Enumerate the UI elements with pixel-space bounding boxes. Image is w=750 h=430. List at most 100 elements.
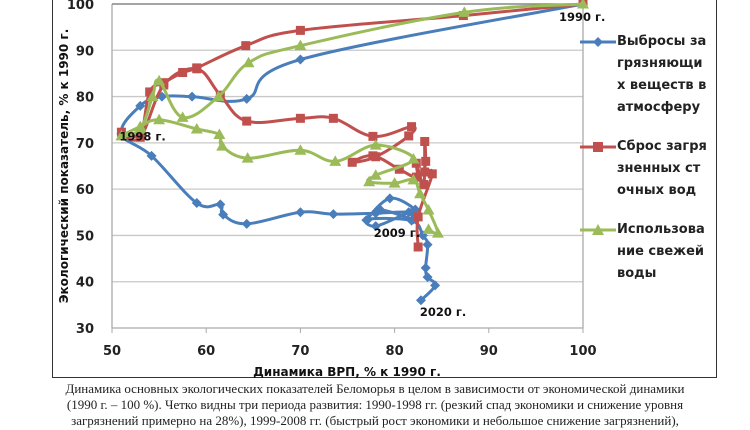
data-point [347,157,357,167]
y-tick-label: 80 [76,91,94,106]
data-point [328,209,339,220]
y-tick-label: 40 [76,276,94,291]
data-point [369,139,382,150]
data-point [375,204,386,215]
legend-label: Использование свежей воды [617,222,705,281]
caption-line-2: (1990 г. – 100 %). Четко видны три перио… [66,397,684,412]
data-point [215,199,226,210]
data-point [295,54,306,65]
y-tick-label: 70 [76,137,94,152]
x-tick-label: 60 [197,344,215,359]
annotation-label: 1998 г. [119,130,165,144]
annotation-label: 1990 г. [559,10,605,24]
data-point [176,111,189,122]
data-point [413,212,423,222]
legend-label: Сброс загрязненных сточных вод [617,139,707,198]
data-point [458,6,471,17]
data-point [363,214,374,225]
annotation-label: 2020 г. [420,305,466,319]
data-point [242,56,255,68]
data-point [407,173,420,185]
data-point [146,150,157,161]
data-point [241,218,252,229]
data-point [134,120,147,132]
data-point [135,100,146,111]
data-point [135,132,145,142]
data-point [213,128,226,140]
data-point [153,113,166,125]
data-point [422,203,435,215]
data-point [422,223,435,234]
data-point [329,155,342,166]
data-point [403,207,414,218]
series-group [115,0,589,306]
data-point [394,164,404,174]
data-point [430,280,441,291]
data-point [431,227,444,238]
data-point [370,221,381,232]
caption-line-1: Динамика основных экологических показате… [65,381,685,396]
data-point [420,136,430,146]
legend-marker-diamond-icon [580,37,616,47]
y-axis-label: Экологический показатель, % к 1990 г. [57,29,71,304]
y-tick-label: 50 [76,229,94,244]
data-point [407,153,420,164]
data-point [407,122,417,132]
gridlines [112,3,583,283]
data-point [190,122,203,134]
data-point [295,113,305,123]
data-point [153,74,166,86]
data-point [369,169,382,180]
data-point [415,295,426,306]
legend-item-wastewater[interactable]: Сброс загрязненных сточных вод [580,136,710,202]
data-point [191,198,202,209]
x-tick-label: 50 [103,344,121,359]
data-point [294,39,307,51]
data-point [218,209,229,220]
series-line [119,2,585,249]
data-point [363,175,376,187]
data-point [420,262,431,273]
y-tick-label: 30 [76,322,94,337]
legend-item-freshwater[interactable]: Использование свежей воды [580,219,710,285]
data-point [368,131,378,141]
legend-item-emissions[interactable]: Выбросы загрязняющих веществ в атмосферу [580,31,710,119]
data-point [328,113,338,123]
data-point [388,177,401,188]
series-1 [116,0,588,306]
data-point [427,169,437,179]
series-line [119,2,585,302]
legend: Выбросы загрязняющих веществ в атмосферу… [580,31,710,285]
data-point [413,242,423,252]
data-point [404,131,414,141]
annotations: 1990 г. 1998 г. 2009 г. 2020 г. [119,10,605,319]
x-tick-label: 100 [569,344,596,359]
caption-line-3: загрязнений примерно на 28%), 1999-2008 … [71,413,679,428]
x-tick-label: 70 [291,344,309,359]
legend-marker-triangle-icon [580,224,616,235]
data-point [212,90,225,102]
data-point [411,172,421,182]
data-point [241,152,254,163]
data-point [421,156,431,166]
data-point [384,193,395,204]
data-point [187,91,198,102]
data-point [242,116,252,126]
data-point [577,0,589,9]
data-point [241,93,252,104]
legend-marker-square-icon [580,142,616,152]
data-point [422,239,433,250]
y-tick-label: 60 [76,183,94,198]
data-point [216,140,229,151]
y-tick-label: 100 [67,0,94,13]
data-point [422,272,433,283]
data-point [241,41,251,51]
data-point [146,90,159,102]
axes [111,3,584,333]
tick-labels: 30 40 50 60 70 80 90 100 50 60 70 80 90 100 [67,0,597,359]
data-point [295,25,305,35]
data-point [192,64,202,74]
data-point [178,68,188,78]
data-point [115,129,128,141]
